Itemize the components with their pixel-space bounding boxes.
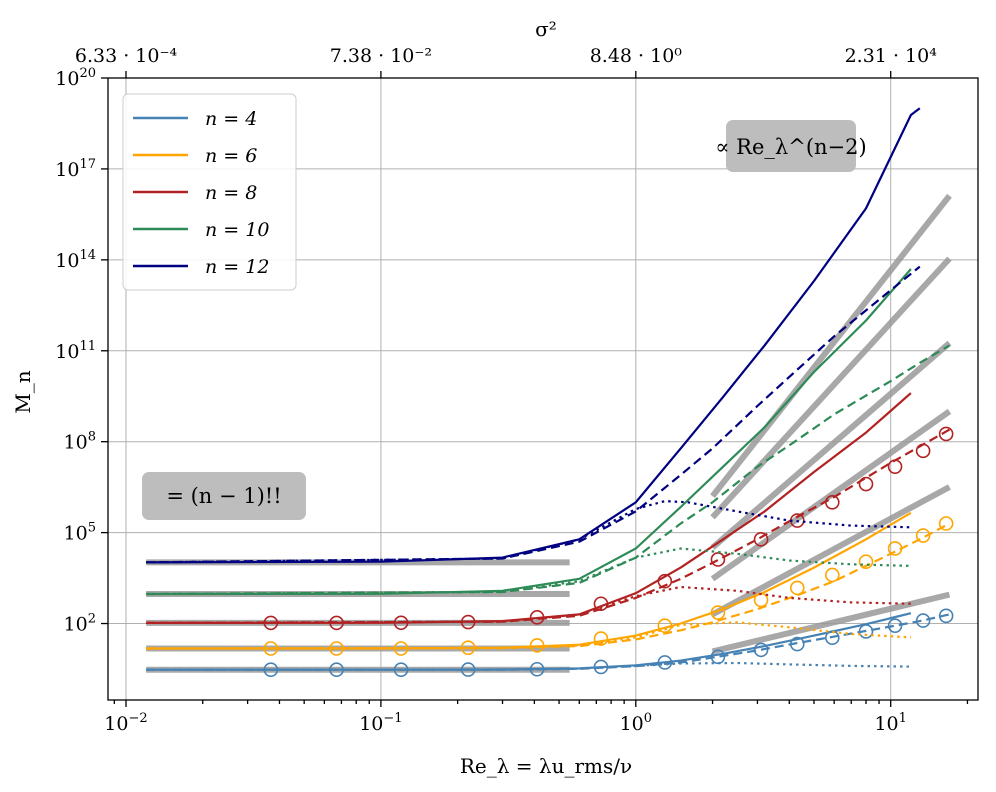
marker-n6 (393, 641, 409, 656)
marker-n8 (329, 615, 344, 631)
marker-n4 (887, 618, 903, 633)
marker-n6 (858, 554, 874, 569)
marker-n8 (887, 459, 903, 474)
annotation-doublefactorial-text: = (n − 1)!! (166, 484, 281, 508)
legend-label-n12: n = 12 (205, 256, 269, 278)
marker-n4 (938, 608, 954, 624)
series-line-n6-dashed (146, 522, 951, 650)
marker-n8 (593, 596, 609, 612)
marker-n6 (789, 580, 805, 596)
series-line-n4-dotted (146, 661, 911, 671)
legend: n = 4 n = 6 n = 8 n = 10 n = 12 (122, 93, 297, 291)
marker-n6 (710, 605, 726, 620)
marker-n4 (263, 662, 279, 677)
annotation-scaling-text: ∝ Re_λ^(n−2) (715, 135, 866, 159)
annotation-doublefactorial-box (142, 472, 306, 520)
marker-n6 (915, 528, 931, 543)
marker-n6 (887, 541, 903, 556)
series-line-n8-dotted (146, 585, 911, 625)
marker-n6 (263, 641, 279, 656)
marker-n4 (710, 649, 726, 665)
top-tick-label: 7.38 · 10⁻² (330, 45, 432, 67)
marker-n6 (593, 631, 609, 646)
marker-n4 (393, 662, 409, 677)
series-line-n12-dotted (146, 500, 911, 564)
marker-n8 (915, 443, 931, 459)
powerlaw-line-n8 (710, 408, 952, 582)
y-tick-label: 1014 (55, 248, 96, 272)
annotation-scaling-box (726, 120, 856, 172)
legend-box (122, 93, 297, 291)
y-tick-label: 102 (64, 612, 96, 636)
axis-ticks: 10−2 10−1 100 101 102 105 108 1011 1014 1017 10206… (55, 45, 969, 735)
series-line-n10-dashed (146, 344, 951, 596)
marker-n4 (789, 636, 805, 652)
powerlaw-line-n14 (710, 193, 952, 498)
annotation-scaling: ∝ Re_λ^(n−2) (715, 120, 867, 172)
marker-n4 (858, 624, 874, 639)
top-tick-label: 8.48 · 10⁰ (590, 45, 683, 67)
marker-n8 (657, 573, 673, 589)
marker-n4 (825, 630, 840, 646)
legend-label-n8: n = 8 (205, 182, 257, 204)
series-line-n10-dotted (146, 547, 911, 596)
legend-label-n6: n = 6 (205, 145, 257, 167)
top-tick-label: 2.31 · 10⁴ (845, 45, 938, 67)
marker-n6 (657, 618, 673, 633)
y-tick-label: 1011 (55, 339, 96, 363)
x-tick-label: 10−1 (359, 711, 402, 735)
series-line-n4-dashed (146, 613, 950, 671)
marker-n8 (825, 495, 840, 510)
marker-n8 (938, 426, 954, 442)
data-series (146, 107, 954, 677)
marker-n4 (915, 613, 931, 628)
marker-n6 (460, 640, 476, 655)
y-axis-label: M_n (11, 370, 35, 413)
marker-n4 (593, 659, 609, 675)
marker-n6 (825, 567, 840, 583)
marker-n4 (460, 662, 476, 677)
marker-n4 (657, 655, 673, 670)
marker-n6 (529, 638, 545, 653)
y-tick-label: 108 (64, 430, 96, 454)
legend-label-n10: n = 10 (205, 219, 269, 241)
marker-n8 (263, 615, 279, 631)
top-axis-label: σ² (535, 17, 557, 41)
y-tick-label: 105 (64, 521, 96, 545)
marker-n4 (529, 661, 545, 677)
marker-n4 (753, 642, 769, 658)
marker-n8 (753, 532, 769, 547)
marker-n4 (329, 662, 344, 677)
y-tick-label: 1020 (55, 66, 96, 90)
plot-frame (107, 77, 979, 701)
top-tick-label: 6.33 · 10⁻⁴ (75, 45, 178, 67)
x-tick-label: 101 (874, 711, 906, 735)
series-line-n12-dashed (146, 265, 921, 564)
annotation-doublefactorial: = (n − 1)!! (142, 472, 306, 520)
marker-n8 (710, 552, 726, 567)
marker-n8 (858, 476, 874, 492)
marker-n8 (460, 614, 476, 630)
y-tick-label: 1017 (55, 157, 96, 181)
powerlaw-line-n6 (711, 484, 951, 618)
marker-n6 (329, 641, 344, 656)
legend-label-n4: n = 4 (205, 108, 257, 130)
x-axis-label: Re_λ = λu_rms/ν (460, 754, 632, 778)
x-tick-label: 100 (620, 711, 652, 735)
powerlaw-line-n12 (710, 256, 952, 520)
marker-n6 (938, 516, 954, 531)
marker-n8 (393, 615, 409, 631)
marker-n8 (529, 610, 545, 625)
x-tick-label: 10−2 (104, 711, 147, 735)
